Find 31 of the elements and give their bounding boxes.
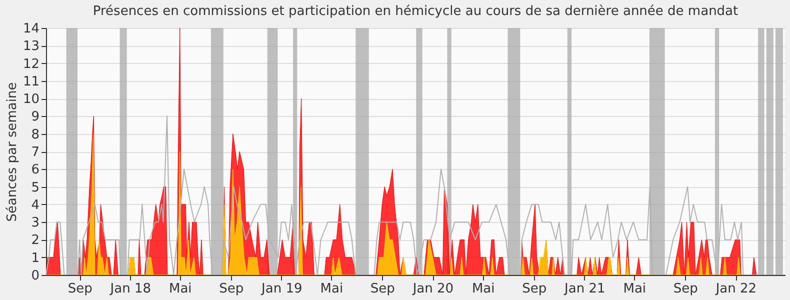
- y-tick-label: 13: [22, 39, 40, 54]
- y-tick-label: 10: [22, 92, 40, 108]
- y-tick-label: 0: [31, 268, 40, 284]
- x-tick-label: Jan 22: [714, 282, 757, 296]
- x-tick-label: Sep: [68, 282, 92, 296]
- y-tick-label: 12: [22, 56, 40, 72]
- y-tick-label: 8: [31, 127, 40, 142]
- y-axis-title: Séances par semaine: [4, 82, 20, 222]
- y-tick-label: 6: [31, 162, 40, 178]
- x-tick-label: Jan 20: [412, 282, 454, 296]
- y-tick-label: 9: [31, 110, 40, 125]
- y-tick-label: 2: [31, 233, 40, 248]
- y-tick-label: 4: [31, 198, 40, 213]
- y-tick-label: 1: [31, 250, 40, 266]
- y-tick-label: 3: [31, 216, 40, 231]
- x-tick-label: Mai: [168, 282, 192, 296]
- x-tick-label: Jan 18: [109, 282, 151, 296]
- x-tick-label: Jan 21: [564, 282, 606, 296]
- x-tick-label: Sep: [522, 282, 547, 296]
- y-tick-label: 14: [22, 22, 40, 36]
- x-tick-label: Sep: [219, 282, 244, 296]
- x-tick-label: Jan 19: [260, 282, 302, 296]
- x-tick-label: Sep: [673, 282, 698, 296]
- x-tick-label: Sep: [370, 282, 395, 296]
- x-tick-label: Mai: [320, 282, 344, 296]
- y-tick-label: 5: [31, 180, 40, 196]
- y-tick-label: 11: [22, 74, 40, 90]
- chart-title: Présences en commissions et participation en hémicycle au cours de sa dernière année de mandat: [92, 4, 738, 19]
- y-tick-label: 7: [31, 145, 40, 160]
- x-tick-label: Mai: [472, 282, 495, 296]
- x-tick-label: Mai: [623, 282, 646, 296]
